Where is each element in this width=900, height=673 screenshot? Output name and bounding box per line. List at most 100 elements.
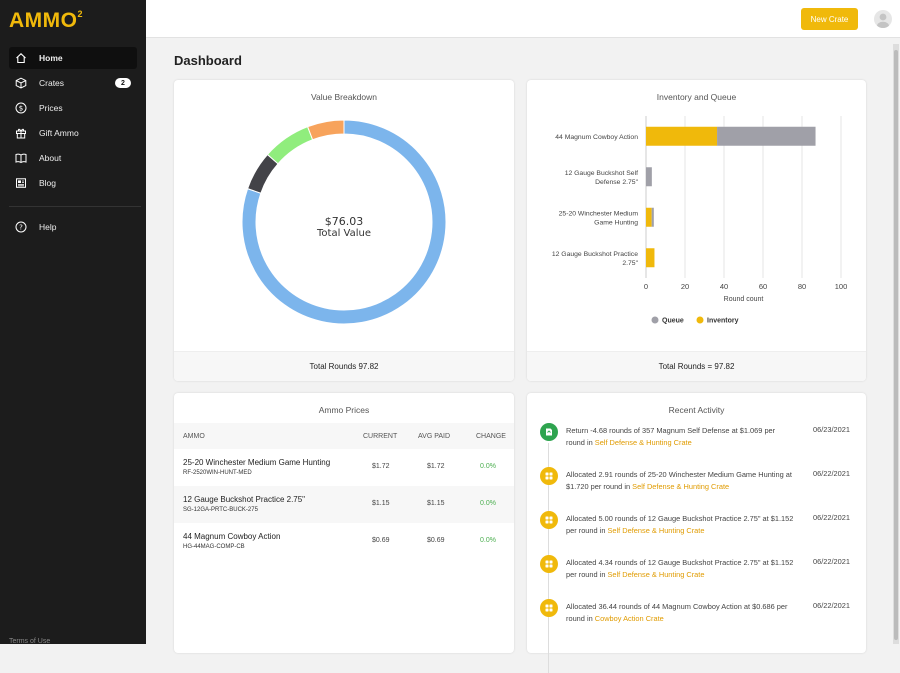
value-donut-chart <box>241 119 447 325</box>
card-title: Inventory and Queue <box>656 92 737 102</box>
ammo-name: 25-20 Winchester Medium Game Hunting <box>183 458 331 467</box>
category-label: 12 Gauge Buckshot Practice 2.75" <box>552 251 639 267</box>
category-label: 44 Magnum Cowboy Action <box>555 134 638 141</box>
sidebar-item-gift-ammo[interactable]: Gift Ammo <box>9 122 137 144</box>
sidebar-item-label: Home <box>39 53 63 63</box>
avatar[interactable] <box>874 10 892 28</box>
svg-text:$: $ <box>19 105 23 113</box>
activity-date: 06/23/2021 <box>813 425 850 434</box>
value-breakdown-card: Value Breakdown $76.03 Total Value Total… <box>174 80 514 381</box>
activity-text: Allocated 2.91 rounds of 25-20 Wincheste… <box>566 470 792 491</box>
total-rounds-footer: Total Rounds 97.82 <box>174 351 514 381</box>
activity-date: 06/22/2021 <box>813 513 850 522</box>
category-label: 25-20 Winchester Medium Game Hunting <box>559 210 639 226</box>
crate-link[interactable]: Self Defense & Hunting Crate <box>607 526 705 535</box>
sidebar-divider <box>9 206 141 207</box>
allocate-icon <box>540 599 558 617</box>
ammo-logo[interactable]: AMMO2 <box>9 9 84 32</box>
user-icon <box>877 13 889 28</box>
sidebar-item-label: Prices <box>39 103 63 113</box>
activity-date: 06/22/2021 <box>813 469 850 478</box>
page-scrollbar[interactable] <box>893 44 899 644</box>
sidebar-item-crates[interactable]: Crates 2 <box>9 72 137 94</box>
bar-queue[interactable] <box>646 167 652 187</box>
activity-text: Return -4.68 rounds of 357 Magnum Self D… <box>566 426 776 447</box>
home-icon <box>15 52 27 64</box>
sidebar-item-blog[interactable]: Blog <box>9 172 137 194</box>
crate-link[interactable]: Self Defense & Hunting Crate <box>632 482 730 491</box>
book-icon <box>15 152 27 164</box>
bar-inventory[interactable] <box>646 207 652 227</box>
card-title: Ammo Prices <box>318 405 370 415</box>
bar-inventory[interactable] <box>646 126 718 146</box>
activity-item: Allocated 36.44 rounds of 44 Magnum Cowb… <box>527 599 867 639</box>
terms-of-use-link[interactable]: Terms of Use <box>9 638 51 645</box>
category-label: 12 Gauge Buckshot Self Defense 2.75" <box>565 170 639 186</box>
table-row[interactable]: 44 Magnum Cowboy Action HG-44MAG-COMP-CB… <box>174 523 514 560</box>
activity-text: Allocated 36.44 rounds of 44 Magnum Cowb… <box>566 602 788 623</box>
help-icon: ? <box>15 221 27 233</box>
sidebar-item-label: Crates <box>39 78 65 88</box>
donut-slice-0[interactable] <box>241 119 447 325</box>
activity-date: 06/22/2021 <box>813 601 850 610</box>
bar-queue[interactable] <box>717 126 816 146</box>
activity-item: Return -4.68 rounds of 357 Magnum Self D… <box>527 423 867 463</box>
x-axis-label: Round count <box>724 296 764 303</box>
sidebar-item-label: Blog <box>39 178 57 188</box>
price-change: 0.0% <box>480 500 496 507</box>
activity-item: Allocated 5.00 rounds of 12 Gauge Bucksh… <box>527 511 867 551</box>
legend-label[interactable]: Inventory <box>707 318 739 325</box>
allocate-icon <box>540 555 558 573</box>
price-change: 0.0% <box>480 463 496 470</box>
column-header: AMMO <box>183 433 205 440</box>
x-tick-label: 20 <box>681 282 689 291</box>
donut-slice-2[interactable] <box>266 126 314 165</box>
activity-list: Return -4.68 rounds of 357 Magnum Self D… <box>527 423 867 673</box>
sidebar-item-about[interactable]: About <box>9 147 137 169</box>
x-tick-label: 100 <box>835 282 848 291</box>
ammo-prices-card: Ammo Prices AMMO CURRENT AVG PAID CHANGE… <box>174 393 514 653</box>
table-row[interactable]: 25-20 Winchester Medium Game Hunting RF-… <box>174 449 514 486</box>
new-crate-button[interactable]: New Crate <box>801 8 858 30</box>
legend-label[interactable]: Queue <box>662 318 684 325</box>
sidebar-item-home[interactable]: Home <box>9 47 137 69</box>
scrollbar-thumb[interactable] <box>894 50 898 640</box>
column-header: AVG PAID <box>418 433 451 440</box>
price-change: 0.0% <box>480 537 496 544</box>
sidebar-item-label: Help <box>39 222 57 232</box>
inventory-bar-chart: 0 20 40 60 80 100 Round count 44 Magnum Cowboy … <box>552 116 848 325</box>
table-row[interactable]: 12 Gauge Buckshot Practice 2.75" SG-12GA… <box>174 486 514 523</box>
sidebar-item-help[interactable]: ? Help <box>9 216 137 238</box>
bar-queue[interactable] <box>651 207 654 227</box>
bar-inventory[interactable] <box>646 248 655 268</box>
newspaper-icon <box>15 177 27 189</box>
column-header: CURRENT <box>363 433 398 440</box>
current-price: $1.15 <box>372 500 390 507</box>
activity-date: 06/22/2021 <box>813 557 850 566</box>
ammo-sku: HG-44MAG-COMP-CB <box>183 544 245 550</box>
sidebar: AMMO2 Home Crates 2 $ Prices Gift Ammo A… <box>0 0 146 645</box>
ammo-name: 12 Gauge Buckshot Practice 2.75" <box>183 495 306 504</box>
legend-marker <box>696 316 704 324</box>
x-tick-label: 80 <box>798 282 806 291</box>
crate-link[interactable]: Self Defense & Hunting Crate <box>594 438 692 447</box>
activity-item: Allocated 2.91 rounds of 25-20 Wincheste… <box>527 467 867 507</box>
total-value-amount: $76.03 <box>324 215 364 228</box>
x-tick-label: 60 <box>759 282 767 291</box>
prices-table-header: AMMO CURRENT AVG PAID CHANGE <box>174 423 514 449</box>
sidebar-item-prices[interactable]: $ Prices <box>9 97 137 119</box>
crate-link[interactable]: Cowboy Action Crate <box>594 614 664 623</box>
crate-link[interactable]: Self Defense & Hunting Crate <box>607 570 705 579</box>
dollar-icon: $ <box>15 102 27 114</box>
inventory-queue-card: Inventory and Queue 0 20 40 60 80 100 Round co… <box>527 80 866 381</box>
ammo-name: 44 Magnum Cowboy Action <box>183 532 281 541</box>
activity-text: Allocated 5.00 rounds of 12 Gauge Bucksh… <box>566 514 794 535</box>
recent-activity-card: Recent Activity Return -4.68 rounds of 3… <box>527 393 867 673</box>
ammo-sku: RF-2520WIN-HUNT-MED <box>183 470 252 476</box>
inventory-total-footer: Total Rounds = 97.82 <box>527 351 866 381</box>
card-title: Value Breakdown <box>311 92 377 102</box>
donut-slice-3[interactable] <box>307 119 345 141</box>
avg-paid: $0.69 <box>427 537 445 544</box>
sidebar-item-label: Gift Ammo <box>39 128 79 138</box>
legend-marker <box>651 316 659 324</box>
